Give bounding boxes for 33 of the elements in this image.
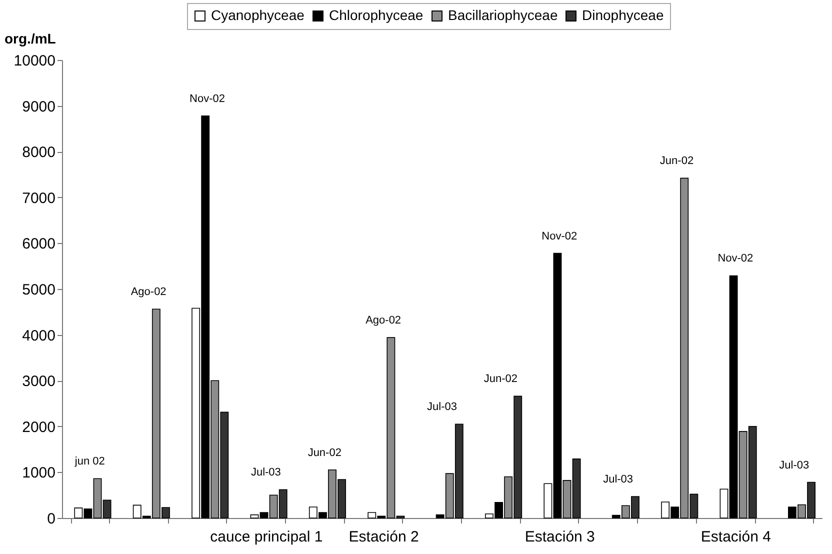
y-tick-label: 10000 (14, 52, 56, 70)
legend-label: Chlorophyceae (329, 7, 424, 23)
annotation: Jun-02 (484, 373, 518, 386)
x-tick-label: cauce principal 1 (210, 528, 323, 546)
annotation: jun 02 (74, 456, 105, 468)
y-tick-label: 3000 (22, 373, 56, 390)
annotation: Ago-02 (366, 314, 402, 327)
annotation: Jun-02 (660, 155, 694, 168)
annotation: Jun-02 (308, 446, 342, 459)
annotation: Jul-03 (603, 473, 634, 486)
y-axis-title: org./mL (4, 30, 56, 46)
annotation: Jul-03 (779, 459, 810, 472)
annotation: Nov-02 (718, 252, 754, 265)
y-tick-label: 6000 (22, 236, 56, 253)
y-tick-label: 0 (47, 510, 56, 528)
y-tick-label: 4000 (22, 327, 56, 344)
y-tick-label: 8000 (22, 144, 56, 162)
y-tick-label: 2000 (22, 418, 56, 436)
annotation: Nov-02 (542, 230, 578, 242)
x-tick-label: Estación 3 (524, 528, 595, 546)
x-tick-label: Estación 4 (700, 528, 771, 546)
y-tick-label: 9000 (22, 98, 56, 116)
annotation: Ago-02 (130, 286, 166, 298)
legend-label: Bacillariophyceae (448, 7, 558, 23)
y-tick-label: 5000 (22, 282, 56, 298)
legend-label: Dinophyceae (582, 7, 664, 23)
annotation: Jul-03 (250, 466, 281, 479)
x-tick-label: Estación 2 (348, 528, 419, 546)
annotation: Nov-02 (190, 92, 225, 105)
y-tick-label: 7000 (22, 190, 56, 207)
legend-label: Cyanophyceae (211, 7, 305, 23)
y-tick-label: 1000 (22, 464, 56, 482)
annotation: Jul-03 (427, 401, 457, 414)
